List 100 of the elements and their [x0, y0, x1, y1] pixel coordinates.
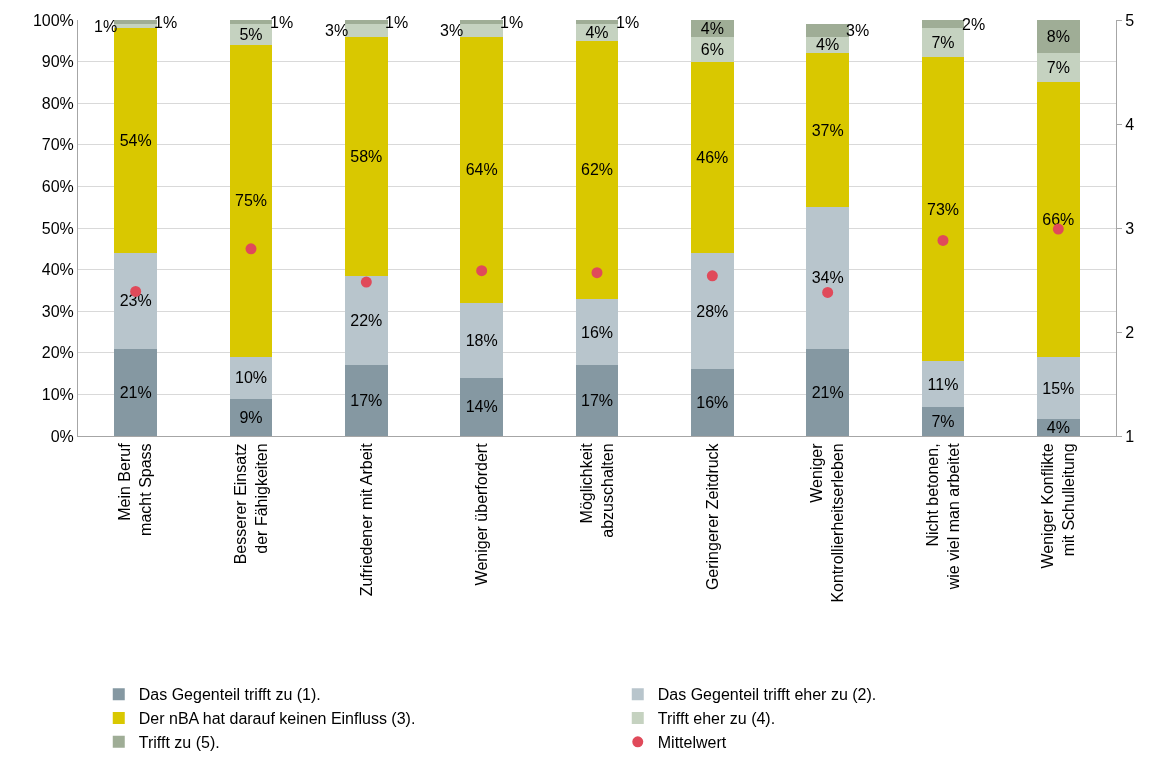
- data-label: 34%: [811, 269, 844, 287]
- data-label: 7%: [931, 34, 955, 52]
- data-label: 17%: [580, 392, 614, 410]
- legend-label: Trifft eher zu (4).: [657, 710, 776, 728]
- data-label: 14%: [465, 398, 498, 416]
- data-label: 3%: [846, 22, 870, 39]
- legend-label: Das Gegenteil trifft eher zu (2).: [657, 686, 877, 704]
- data-label: 21%: [119, 383, 152, 401]
- x-tick-label: Mein Beruf macht Spass: [116, 442, 155, 536]
- x-tick-label: Nicht betonen, wie viel man arbeitet: [923, 442, 962, 591]
- bar: [806, 348, 849, 436]
- y2-tick-label: 2: [1125, 323, 1135, 341]
- data-label: 1%: [94, 18, 118, 35]
- point: [822, 286, 834, 298]
- data-label: 8%: [1046, 28, 1070, 46]
- y-tick-label: 40%: [41, 261, 74, 279]
- legend-label: Mittelwert: [657, 734, 727, 752]
- data-label: 7%: [1046, 59, 1070, 77]
- data-label: 5%: [239, 26, 263, 44]
- bar: [575, 20, 619, 25]
- point: [245, 243, 257, 255]
- x-tick-label: Möglichkeit abzuschalten: [577, 442, 616, 538]
- data-label: 54%: [119, 132, 152, 150]
- data-label: 4%: [816, 36, 840, 54]
- bar: [1037, 356, 1080, 420]
- data-label: 11%: [927, 375, 959, 393]
- bar: [114, 252, 157, 349]
- bar: [345, 275, 388, 366]
- y-tick-label: 10%: [41, 386, 74, 403]
- point: [591, 267, 603, 279]
- data-label: 17%: [350, 392, 383, 410]
- y-tick-label: 100%: [32, 11, 74, 29]
- point: [360, 276, 372, 288]
- data-label: 6%: [700, 40, 724, 58]
- data-label: 2%: [962, 16, 986, 33]
- bar: [460, 20, 503, 25]
- y2-tick-label: 5: [1125, 11, 1135, 29]
- data-label: 16%: [580, 323, 614, 341]
- x-tick-label: Geringerer Zeitdruck: [703, 442, 721, 591]
- bar: [575, 40, 619, 299]
- bar: [345, 36, 388, 276]
- bar: [575, 298, 619, 366]
- data-label: 62%: [580, 161, 614, 179]
- y2-tick-label: 4: [1125, 115, 1135, 133]
- y-tick-label: 90%: [41, 53, 74, 71]
- bar: [921, 57, 965, 362]
- data-label: 9%: [239, 408, 263, 426]
- data-label: 75%: [234, 192, 268, 210]
- data-label: 37%: [811, 121, 844, 139]
- data-label: 18%: [465, 331, 498, 349]
- bar: [345, 365, 388, 436]
- point: [937, 234, 949, 246]
- data-label: 21%: [811, 383, 844, 401]
- bar: [806, 207, 849, 349]
- bar: [460, 377, 503, 436]
- bar: [229, 44, 273, 357]
- data-label: 1%: [154, 14, 178, 31]
- data-label: 1%: [270, 14, 294, 31]
- y2-tick-label: 1: [1125, 427, 1135, 445]
- bar: [1037, 82, 1080, 357]
- data-label: 22%: [350, 312, 383, 330]
- x-tick-label: Weniger Kontrollierheitserleben: [808, 442, 847, 603]
- y-tick-label: 80%: [41, 94, 74, 112]
- data-label: 23%: [119, 292, 152, 310]
- bar: [691, 369, 734, 436]
- data-label: 16%: [696, 394, 729, 412]
- bar: [575, 365, 619, 436]
- data-label: 73%: [926, 200, 960, 218]
- bar: [229, 20, 273, 25]
- data-label: 10%: [234, 369, 268, 387]
- y-tick-label: 0%: [50, 427, 74, 445]
- point: [476, 265, 488, 277]
- x-tick-label: Weniger überfordert: [472, 442, 490, 586]
- data-label: 15%: [1042, 379, 1075, 397]
- legend-label: Der nBA hat darauf keinen Einfluss (3).: [138, 710, 416, 728]
- x-tick-label: Zufriedener mit Arbeit: [357, 442, 375, 597]
- data-label: 58%: [350, 147, 383, 165]
- bar: [691, 61, 734, 253]
- y-tick-label: 70%: [41, 136, 74, 154]
- data-label: 1%: [385, 14, 409, 31]
- bar: [691, 252, 734, 370]
- data-label: 1%: [616, 14, 640, 31]
- bar: [345, 20, 388, 25]
- data-label: 4%: [700, 19, 724, 37]
- data-label: 64%: [465, 161, 498, 179]
- bar: [114, 348, 157, 436]
- bar: [460, 36, 503, 303]
- data-label: 4%: [585, 23, 609, 41]
- data-label: 4%: [1046, 419, 1070, 437]
- bar: [460, 302, 503, 378]
- data-label: 46%: [696, 148, 729, 166]
- y2-tick-label: 3: [1125, 219, 1135, 237]
- bar: [806, 53, 849, 208]
- legend-label: Trifft zu (5).: [138, 734, 220, 752]
- data-label: 28%: [696, 302, 729, 320]
- y-tick-label: 50%: [41, 219, 74, 237]
- data-label: 66%: [1042, 211, 1075, 229]
- data-label: 7%: [931, 412, 955, 430]
- y-tick-label: 60%: [41, 178, 74, 195]
- y-tick-label: 20%: [41, 344, 74, 362]
